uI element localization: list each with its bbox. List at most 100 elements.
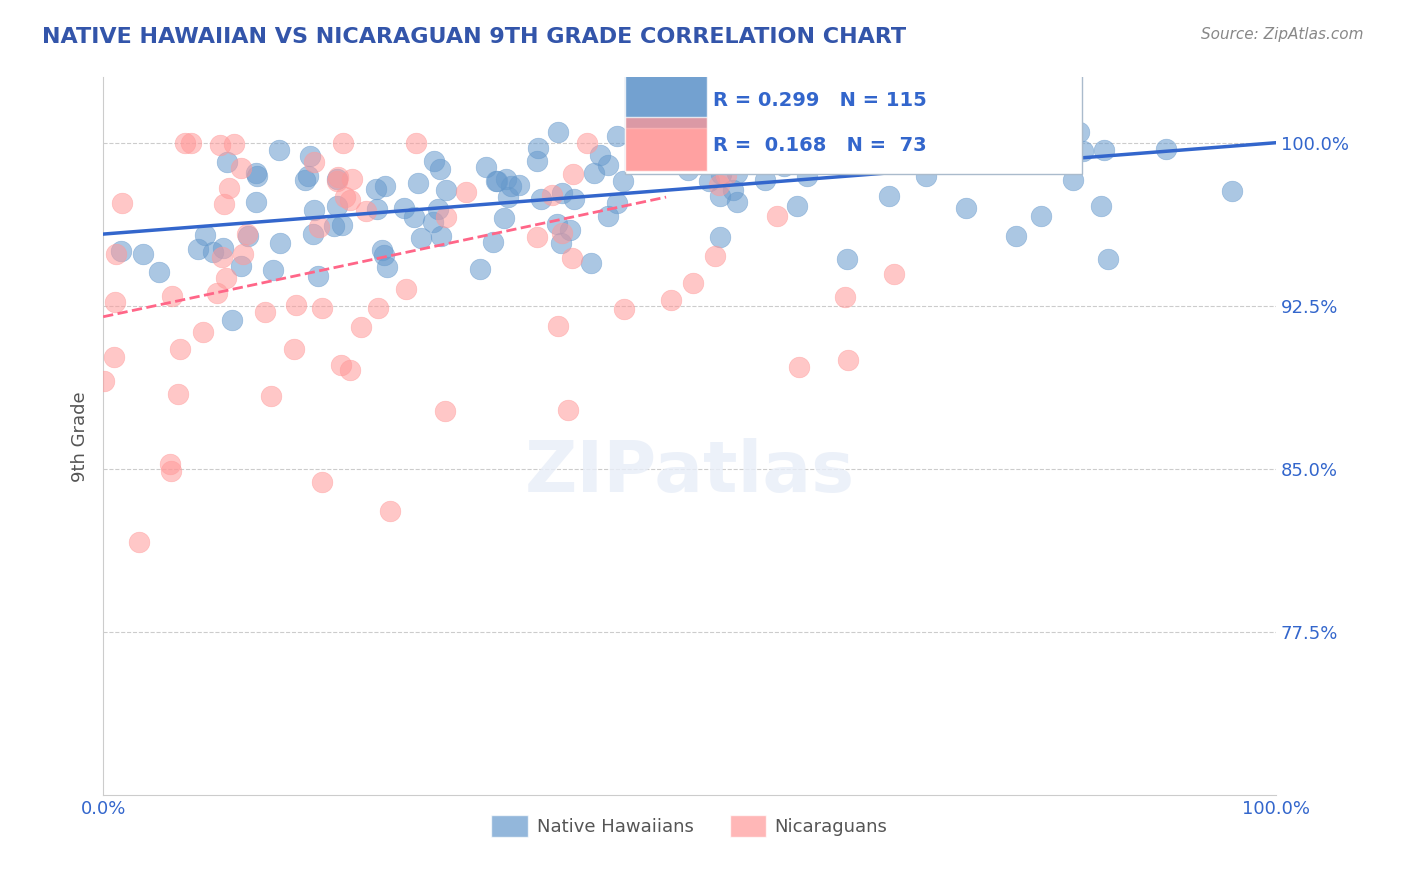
Point [202,245,225,260]
Point [371,243,394,257]
Point [877,188,900,202]
Point [209,138,232,153]
Point [579,256,602,270]
Point [486,174,509,188]
Point [162,289,184,303]
Point [765,209,787,223]
Point [690,153,713,168]
Point [856,126,879,140]
Legend: Native Hawaiians, Nicaraguans: Native Hawaiians, Nicaraguans [484,807,894,844]
Point [302,203,325,218]
Point [422,215,444,229]
Point [754,173,776,187]
Point [406,176,429,190]
Point [546,217,568,231]
Point [832,125,855,139]
Point [166,387,188,401]
Point [187,242,209,256]
FancyBboxPatch shape [626,63,1083,174]
Point [169,342,191,356]
Point [211,250,233,264]
Point [322,219,344,234]
Point [855,125,877,139]
Point [583,166,606,180]
Point [508,178,530,193]
Point [725,195,748,210]
Point [773,159,796,173]
Point [955,201,977,215]
Point [311,301,333,315]
Point [308,219,330,234]
Point [697,174,720,188]
Point [921,126,943,140]
Point [326,174,349,188]
Point [468,262,491,277]
Point [191,326,214,340]
Point [294,172,316,186]
Point [498,190,520,204]
Point [375,260,398,275]
Point [326,170,349,185]
Point [891,125,914,139]
Point [707,178,730,192]
Point [678,163,700,178]
Point [215,271,238,285]
Point [659,293,682,307]
Point [1073,145,1095,159]
Point [526,230,548,244]
Point [221,312,243,326]
Text: ZIPatlas: ZIPatlas [524,438,855,507]
Point [883,267,905,281]
Point [148,265,170,279]
Point [427,202,450,216]
Point [704,249,727,263]
Point [364,182,387,196]
Point [308,269,330,284]
Point [262,263,284,277]
Point [1090,198,1112,212]
Point [160,464,183,478]
Point [434,210,457,224]
FancyBboxPatch shape [626,74,707,128]
Point [714,168,737,182]
Point [131,247,153,261]
Point [613,302,636,317]
Point [110,244,132,258]
Point [482,235,505,250]
Point [551,186,574,201]
Point [1031,209,1053,223]
Point [207,286,229,301]
Point [969,135,991,149]
Point [404,210,426,224]
Point [835,252,858,267]
Point [596,209,619,223]
Point [1040,144,1063,158]
Point [304,155,326,169]
Point [1097,252,1119,266]
Point [378,504,401,518]
Point [332,136,354,150]
Point [772,130,794,145]
Point [350,320,373,334]
Point [1067,125,1090,139]
Point [231,161,253,176]
Point [501,178,523,193]
Point [564,192,586,206]
Point [299,149,322,163]
Point [530,192,553,206]
Point [828,132,851,146]
Point [688,136,710,150]
Point [367,301,389,316]
Point [211,241,233,255]
Point [429,162,451,177]
Point [709,189,731,203]
Point [761,125,783,139]
Point [727,125,749,139]
Point [173,136,195,150]
Point [1220,184,1243,198]
Point [952,154,974,169]
Point [366,202,388,216]
Point [423,154,446,169]
Point [796,169,818,183]
Point [942,154,965,169]
